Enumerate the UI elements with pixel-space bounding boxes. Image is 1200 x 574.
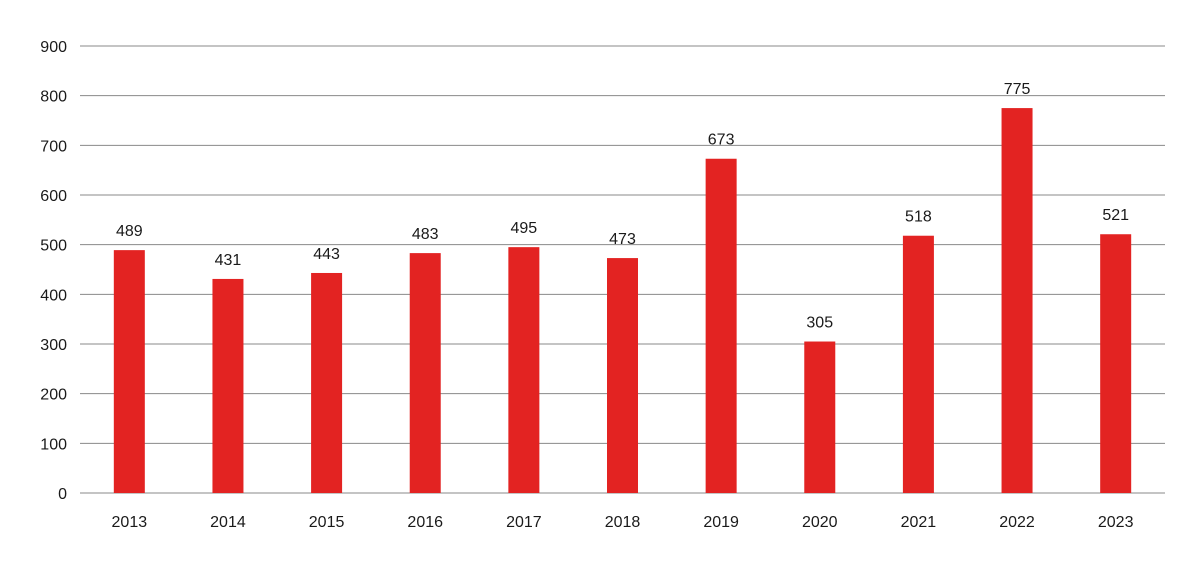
data-label: 443 <box>313 246 340 263</box>
y-axis-ticks: 0 100 200 300 400 500 600 700 800 900 <box>40 39 67 503</box>
bar-2016 <box>409 253 441 493</box>
data-label: 483 <box>412 226 439 243</box>
y-tick-label: 800 <box>40 89 67 106</box>
y-tick-label: 600 <box>40 188 67 205</box>
bar-2022 <box>1001 108 1033 493</box>
y-tick-label: 500 <box>40 238 67 255</box>
x-tick-label: 2013 <box>112 514 148 531</box>
data-label: 518 <box>905 209 932 226</box>
data-labels: 489 431 443 483 495 473 673 305 518 775 521 <box>116 81 1129 331</box>
x-tick-label: 2023 <box>1098 514 1134 531</box>
y-tick-label: 100 <box>40 436 67 453</box>
x-tick-label: 2022 <box>999 514 1035 531</box>
y-tick-label: 300 <box>40 337 67 354</box>
y-tick-label: 200 <box>40 387 67 404</box>
bar-2018 <box>607 258 638 493</box>
x-tick-label: 2015 <box>309 514 345 531</box>
y-tick-label: 0 <box>58 486 67 503</box>
data-label: 775 <box>1004 81 1031 98</box>
data-label: 305 <box>806 315 833 332</box>
bar-2023 <box>1100 234 1132 493</box>
bar-2015 <box>311 272 343 493</box>
data-label: 521 <box>1102 207 1129 224</box>
bar-2020 <box>804 341 836 493</box>
x-tick-label: 2016 <box>407 514 443 531</box>
x-axis-ticks: 2013 2014 2015 2016 2017 2018 2019 2020 2021 2022… <box>112 514 1134 531</box>
bar-2019 <box>705 158 737 493</box>
x-tick-label: 2020 <box>802 514 838 531</box>
x-tick-label: 2014 <box>210 514 246 531</box>
x-tick-label: 2021 <box>901 514 937 531</box>
bar-2021 <box>902 235 934 493</box>
data-label: 473 <box>609 231 636 248</box>
data-label: 431 <box>215 252 242 269</box>
y-tick-label: 900 <box>40 39 67 56</box>
x-tick-label: 2019 <box>703 514 739 531</box>
x-tick-label: 2017 <box>506 514 542 531</box>
data-label: 489 <box>116 223 143 240</box>
data-label: 495 <box>511 220 538 237</box>
data-label: 673 <box>708 132 735 149</box>
y-tick-label: 700 <box>40 138 67 155</box>
bars <box>113 108 1132 493</box>
x-tick-label: 2018 <box>605 514 641 531</box>
bar-2014 <box>212 278 244 493</box>
y-tick-label: 400 <box>40 287 67 304</box>
bar-2013 <box>113 250 145 493</box>
bar-2017 <box>508 247 540 493</box>
